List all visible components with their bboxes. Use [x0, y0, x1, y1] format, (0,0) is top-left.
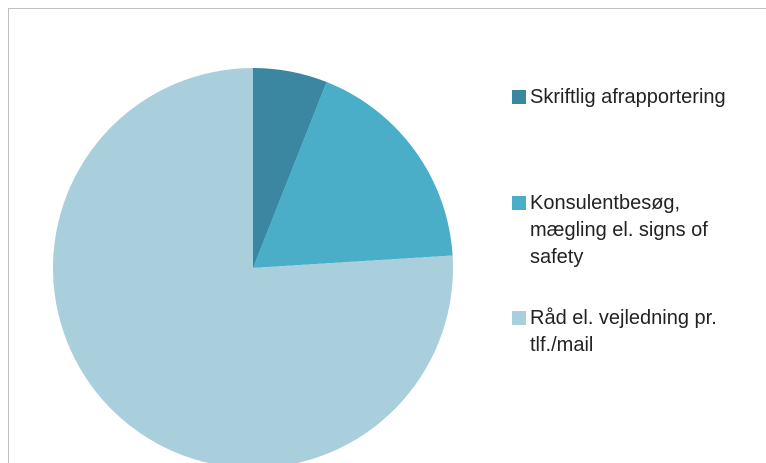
pie-slice: [52, 68, 453, 463]
legend-swatch: [512, 311, 526, 325]
legend-swatch: [512, 196, 526, 210]
chart-border: [8, 8, 766, 463]
legend-label: Råd el. vejledning pr. tlf./mail: [530, 307, 717, 356]
legend-label: Skriftlig afrapportering: [530, 86, 726, 108]
pie-slice: [253, 68, 327, 268]
pie-slice: [253, 82, 453, 268]
legend-label: Konsulentbesøg, mægling el. signs of saf…: [530, 192, 708, 268]
legend-item: Konsulentbesøg, mægling el. signs of saf…: [512, 190, 742, 271]
pie: [52, 68, 453, 463]
legend-item: Råd el. vejledning pr. tlf./mail: [512, 305, 742, 359]
legend-item: Skriftlig afrapportering: [512, 84, 742, 111]
legend-swatch: [512, 90, 526, 104]
